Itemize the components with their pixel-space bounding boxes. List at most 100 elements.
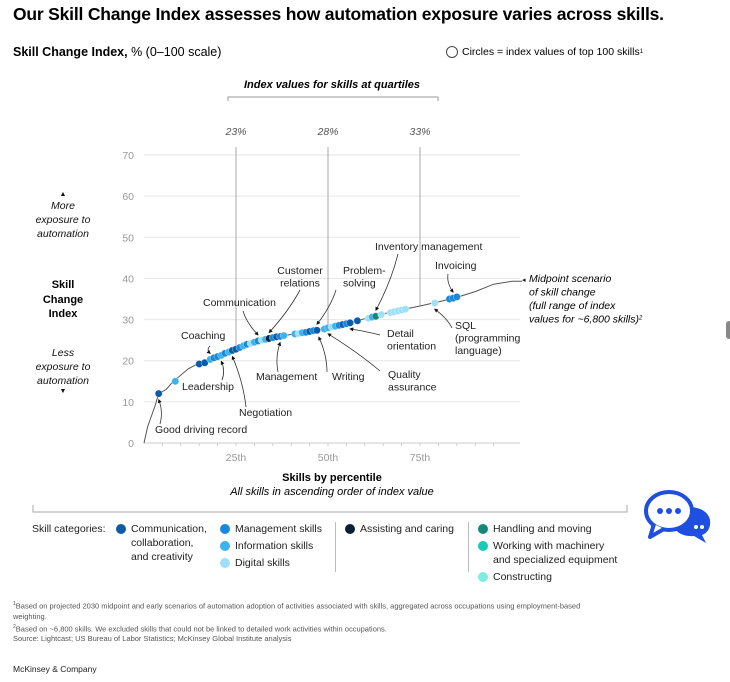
legend-dot-management (220, 524, 230, 534)
footnote-2-sup: 2 (13, 623, 16, 630)
legend-item-communication: Communication, collaboration, and creativi… (116, 522, 207, 564)
legend-comm-line-2: collaboration, (131, 537, 194, 549)
subtitle-rest: % (0–100 scale) (127, 45, 222, 59)
grid-lines (144, 154, 520, 403)
legend-item-assisting: Assisting and caring (345, 522, 454, 536)
footnote-2: 2Based on ~6,800 skills. We excluded ski… (13, 622, 613, 635)
annotation-arrow (349, 327, 381, 336)
y-title-line-3: Index (48, 308, 78, 320)
less-line-3: automation (37, 375, 89, 387)
skill-point (377, 310, 386, 319)
quartile-value-label: 23% (224, 126, 246, 138)
subtitle-bold: Skill Change Index, (13, 45, 128, 59)
annotation-label: Management (256, 371, 317, 383)
annotation-arrow (206, 345, 211, 355)
y-tick-label: 0 (128, 438, 134, 450)
legend-label-handling: Handling and moving (493, 523, 592, 535)
y-title-line-2: Change (42, 293, 84, 306)
curve-annotation-sup: 2 (638, 316, 643, 322)
legend-prefix: Skill categories: (32, 523, 106, 535)
annotation-arrow (231, 355, 247, 408)
annotation-label: relations (280, 278, 320, 290)
chat-button[interactable] (642, 487, 714, 545)
annotation-label: Leadership (182, 381, 234, 393)
y-tick-label: 30 (122, 315, 134, 327)
annotation-label: solving (343, 278, 376, 290)
footnote-1: 1Based on projected 2030 midpoint and ea… (13, 599, 613, 622)
legend-item-digital: Digital skills (220, 556, 290, 570)
quartile-markers: Index values for skills at quartiles 23% 2… (224, 79, 439, 350)
annotation-arrow (327, 333, 381, 372)
annotation-arrow (434, 308, 453, 329)
circles-note-sup: 1 (639, 49, 644, 55)
skill-point (313, 326, 321, 335)
curve-annotation-line: of skill change (529, 287, 596, 299)
y-title-line-1: Skill (51, 279, 75, 291)
legend-dot-machinery (478, 541, 488, 551)
legend-item-handling: Handling and moving (478, 522, 592, 536)
legend-comm-line-1: Communication, (131, 523, 207, 535)
y-tick-label: 70 (122, 150, 134, 162)
legend-divider (468, 522, 469, 572)
scrollbar-handle[interactable] (726, 321, 730, 339)
annotation-label: Detail (387, 328, 414, 340)
x-axis: 25th 50th 75th (144, 442, 520, 464)
legend-dot-communication (116, 524, 126, 534)
annotation-label: Writing (332, 371, 365, 383)
skill-point (401, 305, 410, 314)
legend-label-constructing: Constructing (493, 571, 552, 583)
legend-dot-handling (478, 524, 488, 534)
legend-comm-line-3: and creativity (131, 551, 193, 563)
annotation-label: language) (455, 345, 502, 357)
y-tick-label: 60 (122, 191, 134, 203)
annotation-arrow (316, 289, 337, 325)
legend-item-machinery: Working with machinery and specialized eq… (478, 539, 617, 567)
skill-point (200, 359, 209, 367)
y-tick-label: 20 (122, 356, 134, 368)
page-title: Our Skill Change Index assesses how auto… (13, 4, 664, 24)
skill-change-chart: 0 10 20 30 40 50 60 70 25th 50th 75th Index value… (32, 79, 643, 513)
x-axis-subtitle: All skills in ascending order of index v… (229, 486, 434, 498)
legend-dot-constructing (478, 572, 488, 582)
annotation-label: Problem- (343, 265, 386, 277)
legend-dot-digital (220, 558, 230, 568)
more-line-2: exposure to (35, 214, 91, 226)
more-exposure-label: ▲ More exposure to automation (20, 191, 106, 241)
annotation-label: (programming (455, 333, 521, 345)
footnote-1-text: Based on projected 2030 midpoint and ear… (13, 601, 581, 621)
legend-bracket (32, 505, 628, 513)
annotation-label: Good driving record (155, 424, 247, 436)
less-line-2: exposure to (35, 361, 91, 373)
less-line-1: Less (51, 347, 75, 359)
legend-dot-information (220, 541, 230, 551)
skill-points (154, 293, 461, 398)
curve-annotation-line: (full range of index (529, 300, 616, 312)
x-tick-label: 25th (226, 452, 247, 464)
annotation-label: orientation (387, 341, 436, 353)
annotation-arrow (375, 253, 399, 311)
annotation-label: SQL (455, 320, 476, 332)
y-tick-labels: 0 10 20 30 40 50 60 70 (122, 150, 134, 450)
y-tick-label: 40 (122, 273, 134, 285)
less-exposure-label: Less exposure to automation ▼ (20, 346, 106, 396)
curve-arrow-icon: ◂ (522, 277, 526, 284)
annotations: Good driving record Leadership Coaching Neg… (155, 241, 521, 436)
chat-bubbles-icon (644, 490, 711, 543)
annotation-arrow (242, 310, 259, 336)
skill-point (154, 389, 163, 398)
legend-label-information: Information skills (235, 540, 314, 552)
footnote-1-sup: 1 (13, 601, 16, 607)
skill-point (346, 319, 354, 327)
annotation-arrow (268, 289, 301, 334)
quartile-header: Index values for skills at quartiles (244, 79, 420, 91)
annotation-label: assurance (388, 382, 437, 394)
annotation-label: Quality (388, 369, 421, 381)
x-tick-label: 50th (318, 452, 339, 464)
up-arrow-icon: ▲ (59, 191, 67, 198)
skill-point (171, 377, 180, 386)
x-axis-title: Skills by percentile (282, 472, 382, 484)
annotation-label: Communication (203, 297, 276, 309)
legend-label-assisting: Assisting and caring (360, 523, 454, 535)
skill-point (453, 293, 461, 301)
curve-annotation-line: values for ~6,800 skills)2 (529, 314, 643, 326)
